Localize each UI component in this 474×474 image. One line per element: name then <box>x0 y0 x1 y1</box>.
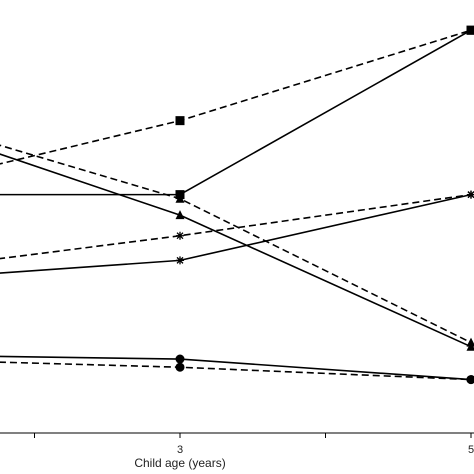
circle-marker <box>175 354 185 364</box>
circle-marker <box>175 362 185 372</box>
series-3-triangle-solid <box>0 153 474 351</box>
circle-marker <box>466 375 474 385</box>
series-7-circle-dashed <box>0 361 474 385</box>
triangle-marker <box>175 193 185 203</box>
series-line <box>0 144 472 344</box>
star-marker <box>467 190 474 199</box>
x-axis-label: Child age (years) <box>134 456 225 470</box>
square-marker <box>466 25 474 35</box>
series-line <box>0 361 472 381</box>
star-marker <box>176 231 184 240</box>
series-line <box>0 29 472 196</box>
series-line <box>0 193 472 274</box>
series-line <box>0 193 472 260</box>
square-marker <box>175 116 185 126</box>
series-line <box>0 153 472 348</box>
triangle-marker <box>175 210 185 220</box>
triangle-marker <box>466 341 474 351</box>
series-6-circle-solid <box>0 354 474 385</box>
series-5-star-solid <box>0 190 474 274</box>
series-4-star-dashed <box>0 190 474 260</box>
star-marker <box>176 256 184 265</box>
x-tick-label: 3 <box>177 444 183 456</box>
series-group <box>0 25 474 385</box>
x-tick-label: 5 <box>468 444 474 456</box>
